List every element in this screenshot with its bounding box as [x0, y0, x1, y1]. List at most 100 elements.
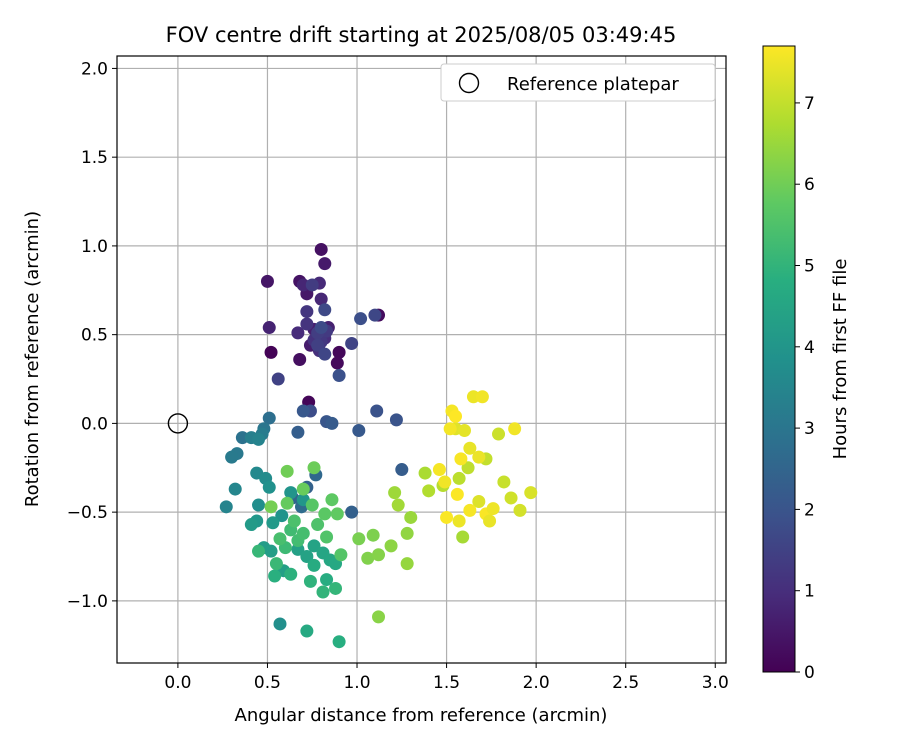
axes-layer: 0.0 0.5 1.0 1.5 2.0 2.5 3.0 −1.0 −0.5 0.0 0.5 1.0 1.…	[67, 55, 729, 693]
data-point	[268, 569, 282, 583]
data-point	[354, 312, 368, 326]
data-point	[472, 450, 486, 464]
grid-layer	[117, 56, 726, 663]
data-point	[291, 425, 305, 439]
data-point	[372, 610, 386, 624]
data-point	[264, 544, 278, 558]
data-point	[284, 567, 298, 581]
data-point	[370, 404, 384, 418]
data-point	[235, 431, 249, 445]
data-point	[314, 292, 328, 306]
data-point	[305, 498, 319, 512]
data-point	[300, 305, 314, 319]
y-tick-label: 1.0	[81, 237, 108, 257]
legend-reference-marker	[458, 72, 480, 94]
y-tick-label: 2.0	[81, 59, 108, 79]
data-point	[318, 303, 332, 317]
data-point	[275, 509, 289, 523]
data-point	[264, 345, 278, 359]
data-point	[314, 242, 328, 256]
data-point	[280, 496, 294, 510]
data-point	[300, 550, 314, 564]
y-tick-label: 0.5	[81, 326, 108, 346]
data-point	[391, 498, 405, 512]
data-point	[452, 514, 466, 528]
data-point	[345, 505, 359, 519]
data-point	[372, 548, 386, 562]
data-point	[443, 422, 457, 436]
colorbar-tick-label: 0	[804, 663, 815, 683]
data-point	[300, 624, 314, 638]
colorbar-gradient	[762, 45, 796, 673]
colorbar: 0 1 2 3 4 5 6 7 Hours from first FF file	[762, 45, 851, 683]
data-point	[264, 500, 278, 514]
data-point	[454, 452, 468, 466]
data-point	[316, 585, 330, 599]
data-point	[497, 475, 511, 489]
data-point	[332, 345, 346, 359]
data-point	[311, 338, 325, 352]
data-point	[305, 278, 319, 292]
data-point	[438, 475, 452, 489]
data-point	[225, 450, 239, 464]
data-point	[334, 548, 348, 562]
x-tick-label: 2.5	[612, 673, 639, 693]
data-point	[325, 493, 339, 507]
data-point	[486, 502, 500, 516]
data-point	[404, 510, 418, 524]
data-point	[262, 321, 276, 335]
colorbar-tick-label: 4	[804, 338, 815, 358]
data-point	[219, 500, 233, 514]
data-point	[332, 635, 346, 649]
data-point	[284, 486, 298, 500]
data-point	[389, 413, 403, 427]
data-point	[461, 461, 475, 475]
data-point	[361, 551, 375, 565]
data-point	[466, 390, 480, 404]
y-tick-label: 0.0	[81, 414, 108, 434]
data-point	[483, 514, 497, 528]
data-point	[311, 518, 325, 532]
data-point	[475, 390, 489, 404]
x-tick-label: 0.5	[254, 673, 281, 693]
data-point	[472, 494, 486, 508]
x-axis-label: Angular distance from reference (arcmin)	[235, 705, 608, 726]
points-layer	[167, 242, 538, 649]
data-point	[296, 526, 310, 540]
data-point	[325, 416, 339, 430]
legend-box	[440, 63, 716, 102]
data-point	[280, 464, 294, 478]
colorbar-tick-label: 2	[804, 500, 815, 520]
data-point	[273, 532, 287, 546]
data-point	[266, 516, 280, 530]
chart-title: FOV centre drift starting at 2025/08/05 …	[166, 23, 677, 47]
data-point	[318, 507, 332, 521]
data-point	[228, 482, 242, 496]
data-point	[368, 308, 382, 322]
data-point	[296, 404, 310, 418]
data-point	[296, 278, 310, 292]
data-point	[252, 498, 266, 512]
data-point	[366, 528, 380, 542]
y-tick-label: −1.0	[67, 592, 108, 612]
x-tick-label: 0.0	[164, 673, 191, 693]
data-point	[262, 411, 276, 425]
data-point	[456, 530, 470, 544]
data-point	[463, 503, 477, 517]
y-tick-label: −0.5	[67, 503, 108, 523]
data-point	[269, 557, 283, 571]
colorbar-label: Hours from first FF file	[830, 259, 851, 460]
data-point	[400, 526, 414, 540]
reference-platepar-marker	[167, 413, 189, 434]
data-point	[449, 409, 463, 423]
data-point	[260, 274, 274, 288]
data-point	[388, 486, 402, 500]
data-point	[307, 539, 321, 553]
data-point	[329, 581, 343, 595]
data-point	[345, 337, 359, 351]
y-tick-label: 1.5	[81, 148, 108, 168]
x-tick-label: 1.0	[343, 673, 370, 693]
colorbar-ticks: 0 1 2 3 4 5 6 7	[795, 94, 815, 683]
